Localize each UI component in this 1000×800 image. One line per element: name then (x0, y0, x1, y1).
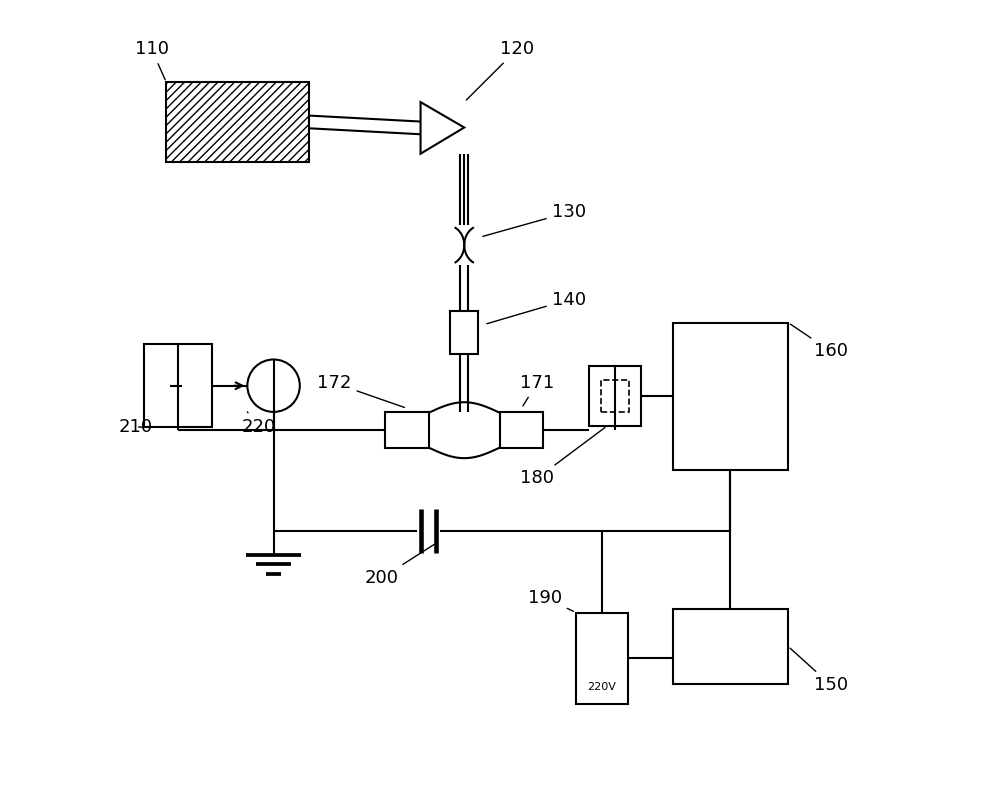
Bar (166, 82, 309, 162)
Bar (576, 613, 628, 704)
Polygon shape (421, 102, 464, 154)
Text: 120: 120 (466, 41, 534, 100)
Text: 220: 220 (242, 412, 276, 436)
Text: 130: 130 (483, 203, 586, 236)
Bar (601, 380, 629, 413)
Bar (673, 322, 788, 470)
Text: 171: 171 (520, 374, 554, 406)
Text: 160: 160 (790, 324, 848, 360)
Text: 190: 190 (528, 589, 573, 611)
Bar (673, 609, 788, 684)
Text: 172: 172 (317, 374, 404, 407)
Text: 200: 200 (365, 545, 434, 586)
Bar (385, 412, 429, 448)
Bar (589, 366, 641, 426)
Text: 210: 210 (119, 418, 153, 436)
Bar (144, 344, 212, 427)
Text: 110: 110 (135, 41, 169, 80)
Text: 180: 180 (520, 427, 605, 487)
Bar (500, 412, 543, 448)
Text: 220V: 220V (587, 682, 616, 692)
Text: 150: 150 (790, 648, 848, 694)
Bar (450, 310, 478, 354)
Text: 140: 140 (487, 290, 586, 324)
